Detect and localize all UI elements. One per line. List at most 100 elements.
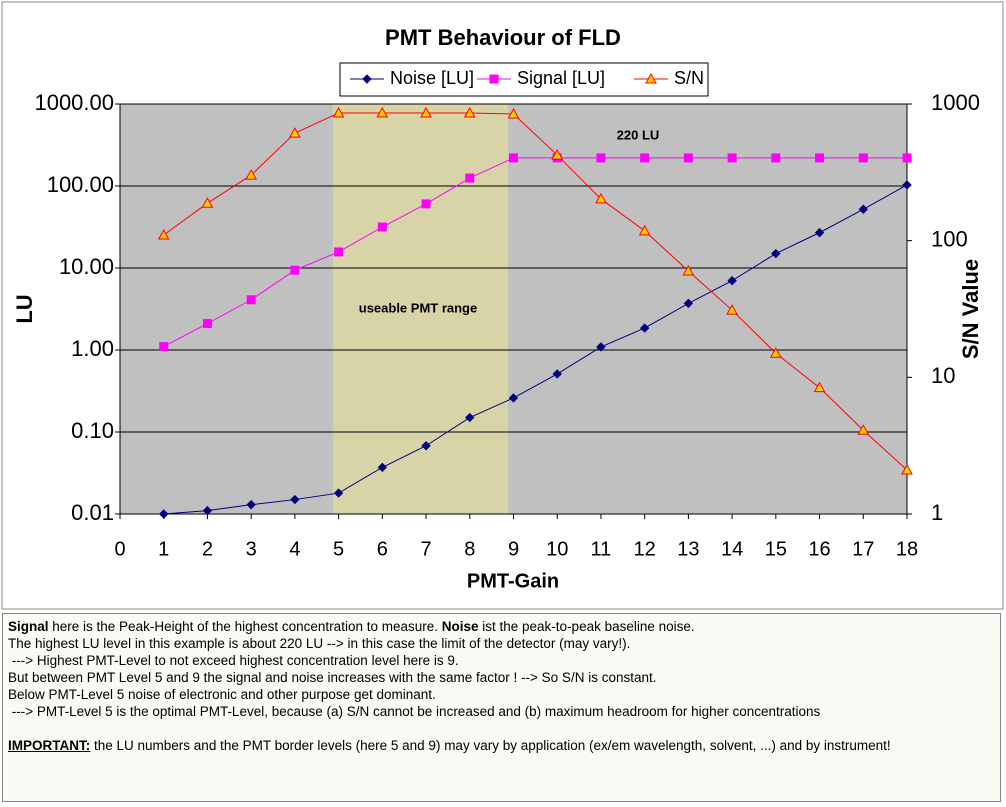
x-tick-label: 3 bbox=[246, 538, 257, 560]
data-point bbox=[421, 441, 431, 451]
chart: PMT Behaviour of FLD PMT-Gain LU S/N Val… bbox=[1, 1, 1004, 610]
annotation: 220 LU bbox=[617, 127, 660, 142]
highlight-band bbox=[332, 104, 509, 514]
data-point bbox=[202, 319, 212, 329]
x-tick-label: 8 bbox=[464, 538, 475, 560]
data-point bbox=[902, 153, 912, 163]
y-tick-label: 10.00 bbox=[59, 254, 114, 279]
y-tick-label: 0.01 bbox=[71, 500, 114, 525]
chart-title: PMT Behaviour of FLD bbox=[385, 25, 621, 50]
data-point bbox=[159, 342, 169, 352]
notes: Signal here is the Peak-Height of the hi… bbox=[2, 613, 1001, 802]
data-point bbox=[376, 106, 389, 118]
data-point bbox=[290, 494, 300, 505]
legend-label: S/N bbox=[674, 68, 704, 88]
note-line: ---> PMT-Level 5 is the optimal PMT-Leve… bbox=[8, 703, 995, 720]
data-point bbox=[683, 298, 694, 309]
y-tick-label: 100.00 bbox=[47, 172, 114, 197]
y2-tick-label: 1 bbox=[931, 500, 943, 525]
legend-item: Noise [LU] bbox=[350, 68, 474, 88]
annotation: useable PMT range bbox=[359, 300, 477, 315]
x-tick-label: 15 bbox=[765, 538, 787, 560]
x-tick-label: 1 bbox=[158, 538, 169, 560]
y-tick-label: 1.00 bbox=[71, 336, 114, 361]
data-point bbox=[683, 153, 693, 163]
legend-label: Noise [LU] bbox=[390, 68, 474, 88]
data-point bbox=[640, 153, 650, 163]
data-point bbox=[902, 180, 912, 190]
series-line bbox=[163, 184, 908, 515]
note-text: Signal bbox=[8, 619, 49, 634]
series-line bbox=[163, 157, 907, 348]
data-point bbox=[638, 224, 651, 236]
data-point bbox=[509, 153, 518, 163]
data-point bbox=[377, 222, 387, 232]
note-text: IMPORTANT: bbox=[8, 738, 91, 753]
data-point bbox=[157, 228, 170, 240]
data-point bbox=[771, 248, 781, 259]
note-text: ---> PMT-Level 5 is the optimal PMT-Leve… bbox=[8, 704, 821, 719]
legend-label: Signal [LU] bbox=[517, 68, 605, 88]
y2-axis-title: S/N Value bbox=[958, 259, 983, 359]
data-point bbox=[334, 247, 344, 257]
series-line bbox=[163, 112, 908, 471]
data-point bbox=[421, 199, 431, 209]
x-tick-label: 16 bbox=[808, 538, 830, 560]
data-point bbox=[246, 295, 256, 305]
note-line: IMPORTANT: the LU numbers and the PMT bo… bbox=[8, 737, 995, 754]
x-tick-label: 13 bbox=[677, 538, 699, 560]
data-point bbox=[771, 153, 781, 163]
legend-item: S/N bbox=[634, 68, 704, 88]
data-point bbox=[245, 169, 258, 180]
x-tick-label: 14 bbox=[721, 538, 743, 560]
legend-marker bbox=[645, 72, 657, 84]
data-point bbox=[159, 509, 169, 519]
data-point bbox=[857, 424, 870, 435]
x-tick-label: 4 bbox=[289, 538, 300, 560]
note-text: But between PMT Level 5 and 9 the signal… bbox=[8, 670, 657, 685]
note-text: Noise bbox=[441, 619, 479, 634]
data-point bbox=[420, 106, 432, 118]
note-line: But between PMT Level 5 and 9 the signal… bbox=[8, 669, 995, 686]
x-tick-label: 7 bbox=[420, 538, 431, 560]
note-text: ist the peak-to-peak baseline noise. bbox=[478, 619, 695, 634]
legend-marker bbox=[362, 74, 372, 84]
data-point bbox=[465, 173, 475, 183]
data-point bbox=[463, 106, 476, 118]
data-point bbox=[726, 304, 738, 315]
data-point bbox=[377, 462, 388, 473]
data-point bbox=[727, 153, 737, 163]
data-point bbox=[814, 227, 825, 238]
y2-tick-label: 100 bbox=[931, 226, 968, 251]
y-tick-label: 1000.00 bbox=[34, 90, 114, 115]
data-point bbox=[202, 505, 213, 516]
data-point bbox=[769, 347, 782, 358]
data-point bbox=[332, 106, 345, 118]
legend-item: Signal [LU] bbox=[477, 68, 605, 88]
x-tick-label: 12 bbox=[634, 538, 656, 560]
data-point bbox=[551, 149, 564, 160]
x-tick-label: 18 bbox=[896, 538, 918, 560]
data-point bbox=[246, 499, 256, 510]
data-point bbox=[901, 463, 913, 475]
data-point bbox=[290, 265, 300, 275]
data-point bbox=[508, 393, 519, 403]
data-point bbox=[639, 323, 650, 333]
plot-area bbox=[120, 104, 907, 514]
legend-marker bbox=[489, 74, 499, 84]
y2-tick-label: 1000 bbox=[931, 90, 980, 115]
data-point bbox=[507, 107, 520, 119]
x-tick-label: 9 bbox=[508, 538, 519, 560]
note-text: ---> Highest PMT-Level to not exceed hig… bbox=[8, 653, 459, 668]
data-point bbox=[289, 127, 301, 138]
note-line: Signal here is the Peak-Height of the hi… bbox=[8, 618, 995, 635]
note-text: the LU numbers and the PMT border levels… bbox=[90, 738, 891, 753]
data-point bbox=[201, 197, 214, 208]
data-point bbox=[727, 275, 737, 286]
data-point bbox=[465, 412, 475, 423]
x-tick-label: 17 bbox=[852, 538, 874, 560]
y2-tick-label: 10 bbox=[931, 363, 955, 388]
y-axis-title: LU bbox=[12, 294, 37, 323]
note-line: The highest LU level in this example is … bbox=[8, 635, 995, 652]
